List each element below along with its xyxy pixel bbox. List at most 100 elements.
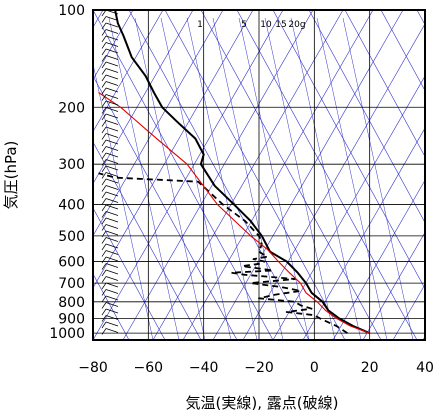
mixing-ratio-line — [290, 17, 362, 340]
wind-barb — [101, 269, 119, 277]
y-tick-label: 300 — [58, 157, 85, 173]
isotherm-line — [380, 10, 425, 92]
mixing-ratio-line — [238, 17, 310, 340]
wind-barb-staff — [105, 139, 119, 145]
wind-barb — [101, 165, 119, 173]
isotherm-line — [236, 10, 418, 340]
wind-barb-staff — [105, 230, 119, 236]
wind-barb — [101, 217, 119, 225]
wind-barb — [101, 302, 119, 309]
wind-barb-staff — [105, 100, 119, 106]
wind-barb-staff — [105, 113, 119, 119]
plot-frame — [92, 9, 426, 341]
wind-barb-staff — [105, 74, 119, 80]
wind-barb — [101, 55, 119, 62]
wind-barb — [101, 211, 119, 218]
wind-barb — [101, 22, 119, 30]
wind-barb — [101, 16, 119, 23]
wind-barb-flag — [101, 256, 107, 264]
mixing-ratio-label: 10 — [260, 20, 272, 30]
isotherm-line — [308, 10, 425, 224]
profile-series — [98, 10, 371, 335]
wind-barb-staff — [105, 282, 119, 288]
x-tick-label: −40 — [189, 360, 219, 376]
wind-barb-flag — [101, 107, 107, 114]
wind-barb — [101, 276, 119, 283]
wind-barb-flag — [101, 276, 107, 283]
wind-barb-flag — [101, 61, 107, 69]
mixing-ratio-labels: 1 5 10 15 20g — [197, 20, 305, 30]
temperature-line — [114, 10, 371, 335]
wind-barb-flag — [101, 315, 107, 322]
wind-barb-flag — [101, 139, 107, 147]
wind-barb-flag — [101, 113, 107, 121]
wind-barb-flag — [101, 328, 107, 335]
mixing-ratio-line — [186, 17, 258, 340]
dry-adiabat-line — [93, 10, 224, 237]
x-tick-label: 0 — [310, 360, 319, 376]
wind-barb-staff — [105, 315, 119, 320]
wind-barb-flag — [101, 133, 107, 140]
wind-barb-staff — [105, 87, 119, 93]
wind-barb-flag — [101, 308, 107, 316]
y-tick-label: 600 — [58, 254, 85, 270]
wind-barb-staff — [105, 68, 119, 73]
x-tick-label: 40 — [416, 360, 434, 376]
wind-barb-staff — [105, 22, 119, 28]
wind-barb-flag — [101, 178, 107, 186]
wind-barb-flag — [101, 204, 107, 212]
wind-barb — [101, 198, 119, 205]
wind-barb-flag — [101, 29, 107, 36]
wind-barb-flag — [101, 120, 107, 127]
wind-barb-flag — [101, 16, 107, 23]
x-tick-label: 20 — [361, 360, 379, 376]
wind-barb-staff — [105, 276, 119, 281]
dry-adiabat-line — [122, 10, 314, 340]
wind-barb-staff — [105, 308, 119, 314]
wind-barb-staff — [105, 61, 119, 67]
wind-barb-staff — [105, 120, 119, 125]
mixing-ratio-line — [212, 17, 284, 340]
isotherm-line — [164, 10, 346, 340]
wind-barb-flag — [101, 55, 107, 62]
wind-barb-staff — [105, 29, 119, 34]
isotherm-line — [93, 207, 166, 340]
x-tick-label: −80 — [78, 360, 108, 376]
dry-adiabat-line — [242, 23, 425, 340]
wind-barb — [101, 321, 119, 329]
wind-barb-staff — [105, 243, 119, 249]
wind-barb — [101, 42, 119, 49]
isotherm-line — [128, 10, 310, 340]
wind-barb — [101, 100, 119, 108]
x-tick-label: −20 — [244, 360, 274, 376]
wind-barb-flag — [101, 22, 107, 30]
wind-barb-flag — [101, 302, 107, 309]
wind-barb-staff — [105, 302, 119, 307]
wind-barb-staff — [105, 224, 119, 229]
dry-adiabat-line — [182, 10, 374, 340]
wind-barb-flag — [101, 282, 107, 290]
dry-adiabat-line — [152, 10, 344, 340]
isotherm-line — [93, 273, 130, 340]
wind-barb — [101, 35, 119, 43]
wind-barb-staff — [105, 126, 119, 132]
wind-barb — [101, 178, 119, 186]
wind-barb — [101, 48, 119, 56]
x-tick-labels: −80 −60 −40 −20 0 20 40 — [78, 360, 434, 376]
isotherm-line — [200, 10, 382, 340]
wind-barb-staff — [105, 48, 119, 54]
wind-barb-flag — [101, 94, 107, 101]
wind-barb-staff — [105, 198, 119, 203]
wind-barb — [101, 315, 119, 322]
wind-barb — [101, 185, 119, 192]
wind-barb — [101, 74, 119, 82]
wind-barb-staff — [105, 107, 119, 112]
wind-barb — [101, 133, 119, 140]
wind-barb — [101, 230, 119, 238]
y-tick-label: 800 — [58, 295, 85, 311]
wind-barb — [101, 191, 119, 199]
wind-barb-staff — [105, 185, 119, 190]
wind-barb-staff — [105, 152, 119, 158]
wind-barb-flag — [101, 152, 107, 160]
